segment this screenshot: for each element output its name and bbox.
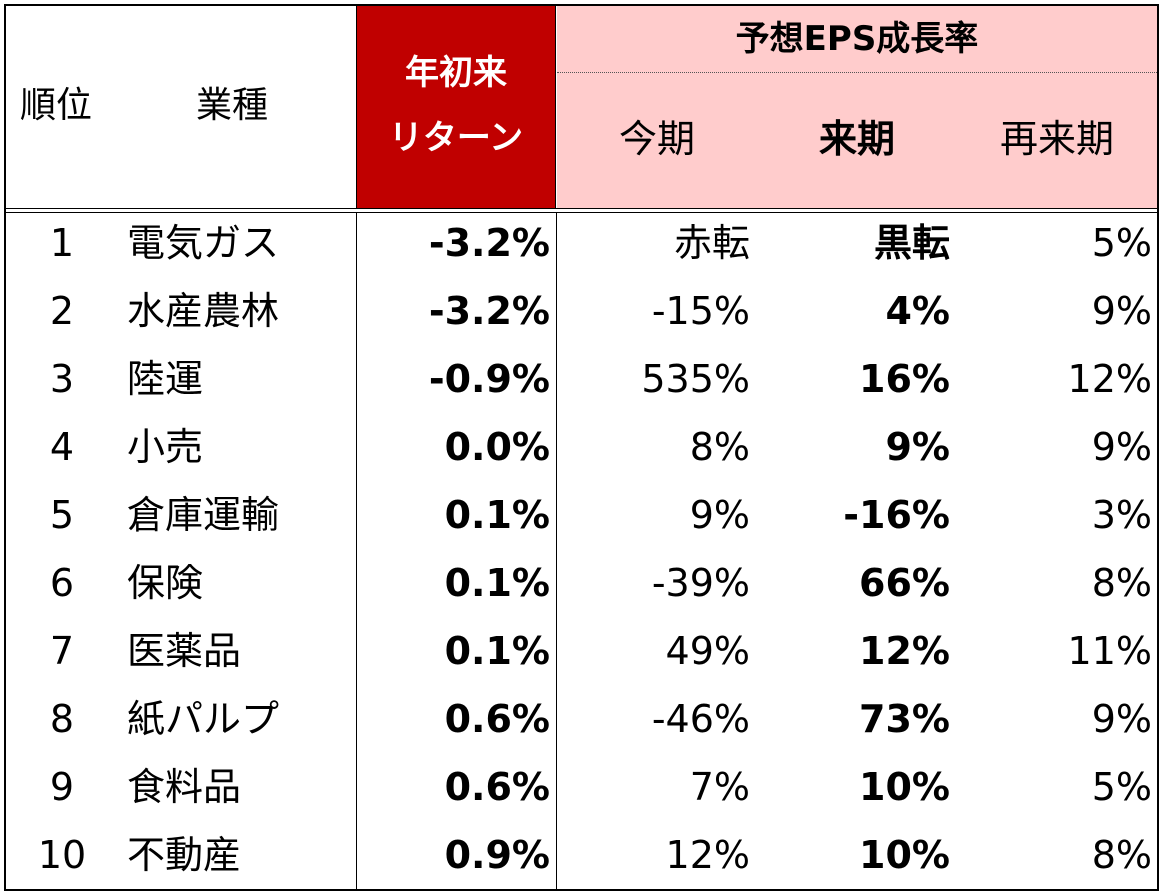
cell-eps-next-term: 16% [859,357,950,401]
cell-ytd-return: 0.6% [444,765,550,809]
header-rank: 順位 [20,85,93,126]
cell-eps-next-term: 12% [859,629,950,673]
cell-ytd-return: -0.9% [428,357,550,401]
header-this-term: 今期 [618,117,695,161]
cell-rank: 8 [49,697,75,741]
cell-eps-this-term: 9% [689,493,750,537]
cell-ytd-return: 0.9% [444,833,550,877]
cell-ytd-return: -3.2% [428,289,550,333]
ytd-header-cell [356,6,556,208]
cell-eps-after-next: 9% [1091,697,1152,741]
cell-eps-after-next: 9% [1091,289,1152,333]
cell-eps-this-term: 535% [641,357,750,401]
cell-eps-after-next: 5% [1091,765,1152,809]
cell-eps-this-term: -15% [651,289,750,333]
cell-industry: 不動産 [127,833,242,877]
cell-rank: 4 [49,425,75,469]
cell-eps-next-term: -16% [843,493,950,537]
cell-eps-next-term: 73% [859,697,950,741]
cell-eps-after-next: 8% [1091,833,1152,877]
cell-industry: 小売 [127,425,204,469]
cell-rank: 3 [49,357,75,401]
header-ytd-line1: 年初来 [405,53,507,93]
cell-ytd-return: 0.0% [444,425,550,469]
cell-industry: 陸運 [127,357,204,401]
cell-ytd-return: -3.2% [428,221,550,265]
cell-eps-after-next: 3% [1091,493,1152,537]
header-term-after-next: 再来期 [999,117,1114,161]
cell-rank: 7 [49,629,75,673]
cell-eps-after-next: 5% [1091,221,1152,265]
cell-industry: 紙パルプ [127,697,280,741]
cell-eps-this-term: -46% [651,697,750,741]
cell-rank: 10 [37,833,87,877]
cell-eps-this-term: 49% [665,629,750,673]
header-next-term: 来期 [818,117,895,161]
cell-rank: 9 [49,765,75,809]
cell-industry: 医薬品 [127,629,242,673]
cell-industry: 保険 [127,561,204,605]
cell-industry: 倉庫運輸 [127,493,280,537]
cell-eps-next-term: 10% [859,833,950,877]
cell-ytd-return: 0.6% [444,697,550,741]
cell-ytd-return: 0.1% [444,493,550,537]
cell-eps-next-term: 黒転 [873,221,950,265]
cell-eps-next-term: 9% [885,425,950,469]
table-frame [4,4,1159,891]
cell-rank: 6 [49,561,75,605]
header-ytd-line2: リターン [388,118,524,158]
header-double-rule [6,208,1157,213]
cell-eps-after-next: 12% [1067,357,1152,401]
header-eps-title: 予想EPS成長率 [735,19,979,59]
cell-eps-this-term: 12% [665,833,750,877]
header-industry: 業種 [196,85,269,126]
cell-rank: 2 [49,289,75,333]
cell-eps-after-next: 11% [1067,629,1152,673]
cell-industry: 水産農林 [127,289,280,333]
ytd-column-left-border [356,213,357,889]
cell-industry: 電気ガス [127,221,280,265]
eps-header-cell [557,6,1157,208]
cell-ytd-return: 0.1% [444,561,550,605]
cell-industry: 食料品 [127,765,242,809]
cell-eps-this-term: 7% [689,765,750,809]
cell-rank: 1 [49,221,75,265]
cell-eps-after-next: 8% [1091,561,1152,605]
cell-ytd-return: 0.1% [444,629,550,673]
cell-eps-next-term: 10% [859,765,950,809]
cell-eps-this-term: 赤転 [673,221,750,265]
eps-header-divider [557,72,1157,73]
cell-eps-next-term: 4% [885,289,950,333]
ytd-column-right-border [556,213,557,889]
cell-eps-this-term: 8% [689,425,750,469]
cell-eps-this-term: -39% [651,561,750,605]
cell-eps-next-term: 66% [859,561,950,605]
cell-eps-after-next: 9% [1091,425,1152,469]
cell-rank: 5 [49,493,75,537]
